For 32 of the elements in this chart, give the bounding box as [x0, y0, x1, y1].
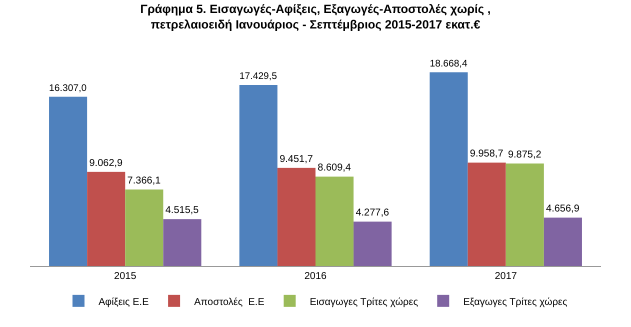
- data-label: 9.875,2: [508, 149, 542, 160]
- data-label: 17.429,5: [239, 71, 277, 82]
- data-label: 16.307,0: [49, 82, 87, 94]
- x-tick-label: 2016: [304, 271, 328, 282]
- legend-label: Αποστολές Ε.Ε: [194, 296, 265, 308]
- bar: [468, 162, 506, 266]
- bar: [316, 176, 354, 266]
- bar: [277, 168, 316, 266]
- data-label: 18.668,4: [430, 58, 468, 70]
- bar: [239, 85, 278, 266]
- data-label: 4.656,9: [546, 204, 580, 215]
- data-label: 8.609,4: [318, 162, 352, 174]
- data-label: 9.062,9: [89, 158, 124, 169]
- data-label: 9.451,7: [280, 154, 314, 165]
- x-tick-label: 2015: [114, 271, 137, 282]
- chart-title: Γράφημα 5. Εισαγωγές-Αφίξεις, Εξαγωγές-Αποστολές χωρίς , πετρελαιοειδή Ιανουάριος - Σεπτέμβριος 2015-2017 εκατ.€: [140, 2, 491, 32]
- bar: [506, 163, 544, 266]
- bar: [163, 219, 202, 266]
- data-label: 4.277,6: [356, 208, 390, 219]
- x-tick-label: 2017: [494, 271, 518, 282]
- bar: [49, 96, 88, 266]
- data-label: 9.958,7: [470, 148, 504, 160]
- bar: [544, 218, 582, 266]
- bar: [430, 72, 468, 266]
- data-label: 7.366,1: [127, 176, 162, 187]
- bar: [87, 172, 126, 266]
- legend-label: Εισαγωγες Τρίτες χώρες: [310, 296, 418, 308]
- legend-label: Εξαγωγες Τρίτες χώρες: [463, 296, 568, 308]
- data-label: 4.515,5: [165, 205, 200, 216]
- bar: [125, 190, 164, 266]
- bar: [354, 222, 392, 266]
- legend-label: Αφίξεις Ε.Ε: [98, 296, 150, 308]
